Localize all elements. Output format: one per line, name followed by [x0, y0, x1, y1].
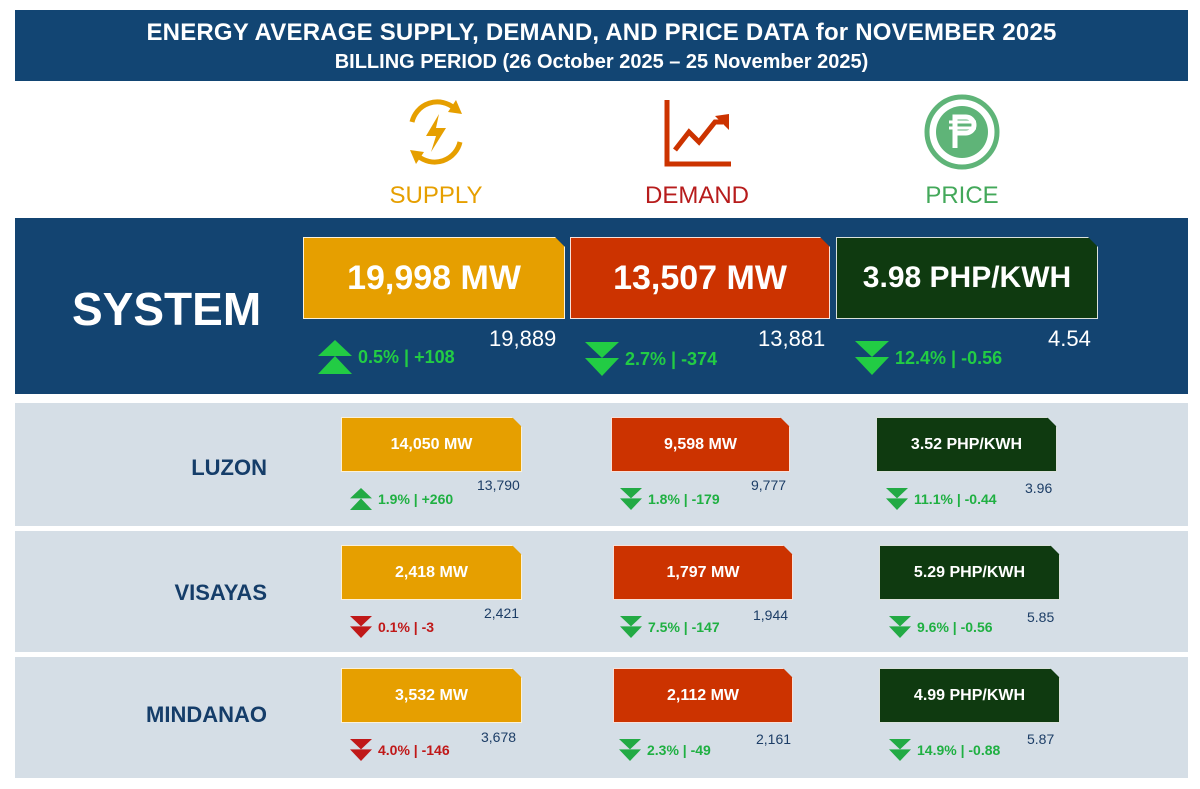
visayas-supply-value: 2,418 MW [341, 545, 522, 600]
change-text: 9.6% | -0.56 [917, 619, 993, 635]
arrow-down-icon [585, 342, 619, 376]
arrow-down-icon [620, 488, 642, 510]
mindanao-supply-value: 3,532 MW [341, 668, 522, 723]
system-price-change: 12.4% | -0.56 [855, 341, 1002, 375]
arrow-up-icon [318, 340, 352, 374]
demand-label: DEMAND [644, 182, 749, 209]
luzon-demand-previous: 9,777 [751, 477, 787, 493]
mindanao-supply-previous: 3,678 [481, 729, 517, 745]
system-supply-change: 0.5% | +108 [318, 340, 455, 374]
arrow-up-icon [350, 488, 372, 510]
luzon-demand-value: 9,598 MW [611, 417, 790, 472]
supply-category: SUPPLY [336, 92, 536, 210]
mindanao-price-change: 14.9% | -0.88 [889, 739, 1000, 761]
visayas-demand-value: 1,797 MW [613, 545, 793, 600]
change-text: 0.1% | -3 [378, 619, 435, 635]
region-label-visayas: VISAYAS [174, 580, 267, 605]
change-text: 1.9% | +260 [378, 491, 454, 507]
arrow-down-icon [889, 616, 911, 638]
report-header: ENERGY AVERAGE SUPPLY, DEMAND, AND PRICE… [15, 10, 1188, 81]
change-text: 4.0% | -146 [378, 742, 450, 758]
visayas-price-value: 5.29 PHP/KWH [879, 545, 1060, 600]
mindanao-demand-previous: 2,161 [756, 731, 792, 747]
peso-icon [924, 94, 1000, 170]
system-price-value: 3.98 PHP/KWH [836, 237, 1098, 319]
visayas-price-change: 9.6% | -0.56 [889, 616, 993, 638]
mindanao-price-value: 4.99 PHP/KWH [879, 668, 1060, 723]
change-text: 14.9% | -0.88 [917, 742, 1001, 758]
price-category: PRICE [862, 92, 1062, 210]
change-text: 2.3% | -49 [647, 742, 711, 758]
luzon-price-change: 11.1% | -0.44 [886, 488, 997, 510]
region-label-luzon: LUZON [191, 455, 267, 480]
arrow-down-icon [350, 616, 372, 638]
luzon-demand-change: 1.8% | -179 [620, 488, 720, 510]
demand-chart-icon [664, 100, 731, 167]
billing-period: BILLING PERIOD (26 October 2025 – 25 Nov… [334, 51, 869, 73]
supply-icon [409, 99, 463, 165]
mindanao-supply-change: 4.0% | -146 [350, 739, 450, 761]
arrow-down-icon [855, 341, 889, 375]
demand-category: DEMAND [597, 92, 797, 210]
luzon-price-value: 3.52 PHP/KWH [876, 417, 1057, 472]
change-text: 7.5% | -147 [648, 619, 720, 635]
change-text: 0.5% | +108 [358, 346, 455, 367]
luzon-supply-previous: 13,790 [477, 477, 520, 493]
visayas-supply-change: 0.1% | -3 [350, 616, 434, 638]
change-text: 11.1% | -0.44 [914, 491, 997, 507]
region-label-mindanao: MINDANAO [146, 702, 267, 727]
change-text: 1.8% | -179 [648, 491, 720, 507]
luzon-price-previous: 3.96 [1025, 480, 1053, 496]
arrow-down-icon [350, 739, 372, 761]
supply-label: SUPPLY [389, 182, 483, 209]
mindanao-demand-value: 2,112 MW [613, 668, 793, 723]
visayas-demand-change: 7.5% | -147 [620, 616, 720, 638]
mindanao-price-previous: 5.87 [1027, 731, 1055, 747]
change-text: 2.7% | -374 [625, 348, 718, 369]
visayas-price-previous: 5.85 [1027, 609, 1055, 625]
arrow-down-icon [886, 488, 908, 510]
price-label: PRICE [925, 182, 999, 209]
visayas-demand-previous: 1,944 [753, 607, 789, 623]
system-supply-previous: 19,889 [489, 326, 557, 351]
visayas-supply-previous: 2,421 [484, 605, 520, 621]
report-title: ENERGY AVERAGE SUPPLY, DEMAND, AND PRICE… [146, 19, 1057, 46]
system-demand-value: 13,507 MW [570, 237, 830, 319]
system-demand-change: 2.7% | -374 [585, 342, 717, 376]
arrow-down-icon [619, 739, 641, 761]
mindanao-demand-change: 2.3% | -49 [619, 739, 711, 761]
system-supply-value: 19,998 MW [303, 237, 565, 319]
system-price-previous: 4.54 [1048, 326, 1091, 351]
system-demand-previous: 13,881 [758, 326, 826, 351]
luzon-supply-change: 1.9% | +260 [350, 488, 453, 510]
system-label: SYSTEM [72, 283, 262, 335]
change-text: 12.4% | -0.56 [895, 347, 1003, 368]
arrow-down-icon [620, 616, 642, 638]
luzon-supply-value: 14,050 MW [341, 417, 522, 472]
arrow-down-icon [889, 739, 911, 761]
